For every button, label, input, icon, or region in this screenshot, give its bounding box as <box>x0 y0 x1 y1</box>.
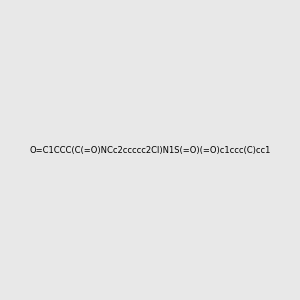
Text: O=C1CCC(C(=O)NCc2ccccc2Cl)N1S(=O)(=O)c1ccc(C)cc1: O=C1CCC(C(=O)NCc2ccccc2Cl)N1S(=O)(=O)c1c… <box>29 146 271 154</box>
